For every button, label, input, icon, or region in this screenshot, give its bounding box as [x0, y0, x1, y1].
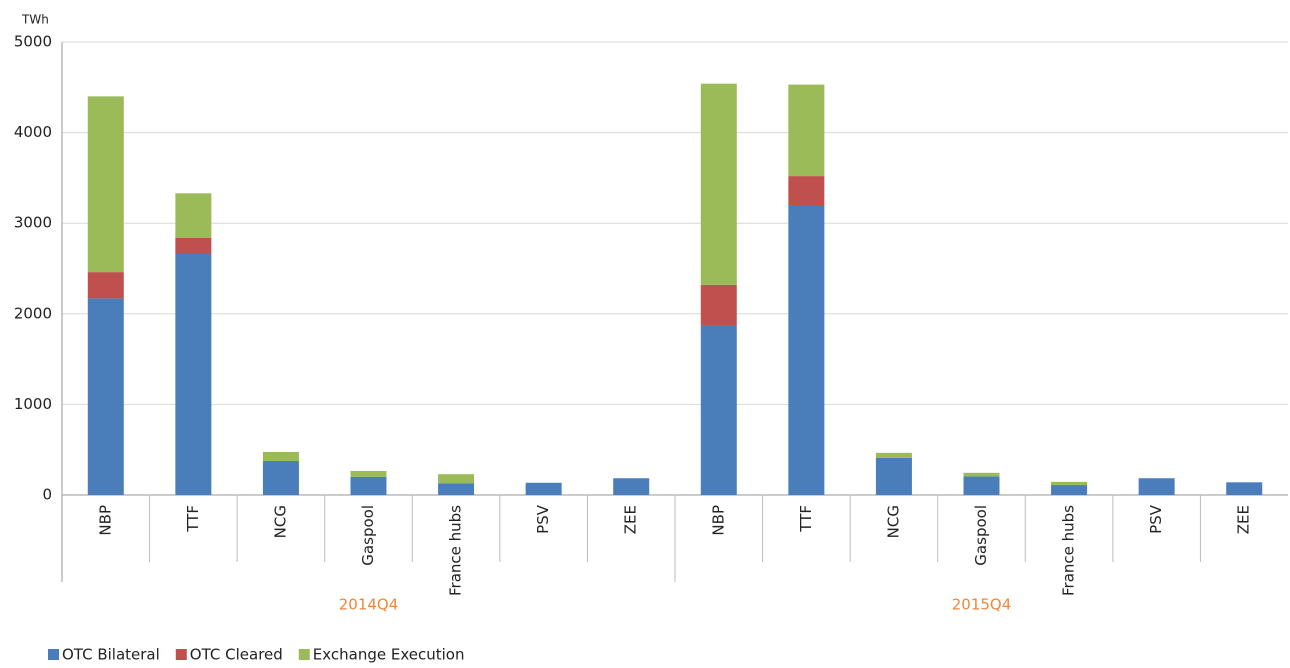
x-tick-label: France hubs: [447, 505, 465, 596]
bar-segment: [525, 482, 562, 495]
bar-segment: [875, 457, 912, 495]
x-tick-label: PSV: [1147, 504, 1165, 534]
bar-segment: [700, 325, 737, 495]
bar-segment: [613, 478, 650, 495]
x-tick-label: NBP: [709, 505, 727, 536]
bar-segment: [87, 272, 124, 299]
y-tick-label: 3000: [14, 214, 52, 232]
legend-swatch: [48, 649, 59, 660]
bar-segment: [1051, 485, 1088, 495]
x-tick-label: TTF: [184, 505, 202, 533]
y-tick-label: 2000: [14, 304, 52, 322]
bar-segment: [1226, 482, 1263, 495]
x-tick-label: TTF: [797, 505, 815, 533]
bar-segment: [963, 472, 1000, 477]
bar-segment: [87, 298, 124, 495]
bar-segment: [700, 284, 737, 326]
x-tick-label: France hubs: [1060, 505, 1078, 596]
bar-segment: [1138, 478, 1175, 495]
bar-segment: [438, 483, 475, 495]
legend-swatch: [175, 649, 187, 660]
x-tick-label: PSV: [534, 504, 552, 534]
legend-label: OTC Bilateral: [62, 646, 160, 664]
bar-segment: [788, 205, 825, 495]
bar-segment: [262, 451, 299, 462]
y-tick-label: 1000: [14, 395, 52, 413]
bar-segment: [438, 474, 475, 484]
y-unit: TWh: [21, 13, 49, 27]
x-tick-label: NBP: [96, 505, 114, 536]
bar-segment: [700, 83, 737, 285]
bar-segment: [350, 470, 387, 477]
legend-label: OTC Cleared: [190, 646, 283, 664]
bar-segment: [350, 476, 387, 495]
bar-segment: [788, 84, 825, 177]
bar-segment: [87, 96, 124, 273]
bar-segment: [175, 193, 212, 238]
x-tick-label: Gaspool: [972, 505, 990, 566]
bar-segment: [262, 461, 299, 495]
legend-label: Exchange Execution: [313, 646, 465, 664]
bar-segment: [175, 254, 212, 495]
group-label: 2014Q4: [339, 596, 399, 614]
x-tick-label: ZEE: [622, 505, 640, 534]
group-label: 2015Q4: [952, 596, 1012, 614]
legend-swatch: [298, 649, 310, 660]
bar-segment: [1051, 481, 1088, 486]
y-tick-label: 5000: [14, 33, 52, 51]
bar-segment: [175, 237, 212, 255]
bar-segment: [788, 176, 825, 206]
x-tick-label: Gaspool: [359, 505, 377, 566]
x-tick-label: NCG: [884, 505, 902, 538]
bar-segment: [875, 452, 912, 458]
x-tick-label: NCG: [271, 505, 289, 538]
bar-segment: [963, 476, 1000, 495]
y-tick-label: 4000: [14, 123, 52, 141]
x-tick-label: ZEE: [1235, 505, 1253, 534]
y-tick-label: 0: [42, 486, 52, 504]
